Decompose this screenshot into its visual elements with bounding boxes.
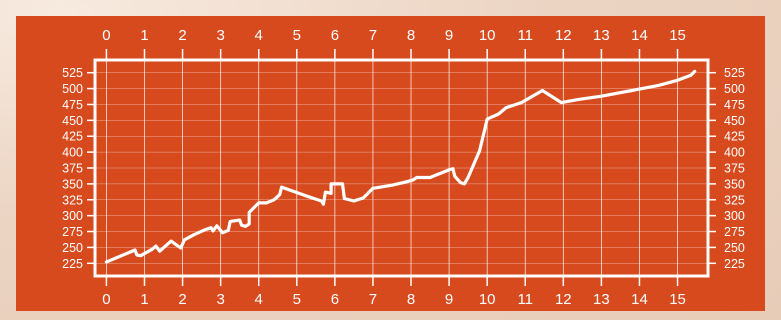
- x-tick-label-bottom: 6: [331, 291, 339, 308]
- x-tick-label-bottom: 8: [407, 291, 415, 308]
- tick-labels: 0011223344556677889910101111121213131414…: [62, 27, 745, 308]
- x-tick-label-bottom: 10: [479, 291, 496, 308]
- x-tick-label-top: 10: [479, 27, 496, 44]
- y-tick-label-left: 325: [62, 193, 83, 207]
- y-tick-label-right: 225: [724, 257, 745, 271]
- y-tick-label-left: 300: [62, 209, 83, 223]
- x-tick-label-bottom: 9: [445, 291, 453, 308]
- y-tick-label-right: 300: [724, 209, 745, 223]
- x-tick-label-top: 2: [178, 27, 186, 44]
- y-tick-label-left: 500: [62, 82, 83, 96]
- y-tick-label-left: 400: [62, 146, 83, 160]
- x-tick-label-bottom: 15: [669, 291, 686, 308]
- y-tick-label-left: 350: [62, 177, 83, 191]
- y-tick-label-left: 375: [62, 162, 83, 176]
- x-tick-label-top: 11: [517, 27, 533, 44]
- x-tick-label-top: 0: [102, 27, 110, 44]
- x-tick-label-bottom: 12: [555, 291, 572, 308]
- y-tick-label-right: 525: [724, 66, 745, 80]
- x-tick-label-bottom: 14: [631, 291, 648, 308]
- x-tick-label-bottom: 0: [102, 291, 110, 308]
- horizontal-gridlines: [95, 72, 708, 264]
- x-tick-label-bottom: 2: [178, 291, 186, 308]
- y-tick-label-right: 350: [724, 177, 745, 191]
- x-tick-label-bottom: 1: [140, 291, 148, 308]
- x-tick-label-top: 13: [593, 27, 610, 44]
- y-tick-label-left: 525: [62, 66, 83, 80]
- y-tick-label-right: 250: [724, 241, 745, 255]
- x-tick-label-top: 4: [255, 27, 263, 44]
- y-tick-label-left: 425: [62, 130, 83, 144]
- y-tick-label-right: 425: [724, 130, 745, 144]
- x-tick-label-top: 14: [631, 27, 648, 44]
- y-tick-label-right: 275: [724, 225, 745, 239]
- y-tick-label-left: 275: [62, 225, 83, 239]
- x-tick-label-top: 6: [331, 27, 339, 44]
- x-tick-label-top: 12: [555, 27, 572, 44]
- x-tick-label-top: 3: [216, 27, 224, 44]
- x-tick-label-top: 7: [369, 27, 377, 44]
- x-tick-label-bottom: 5: [293, 291, 301, 308]
- x-tick-label-top: 15: [669, 27, 686, 44]
- chart-panel: [16, 16, 765, 311]
- series-layer: [104, 69, 697, 264]
- y-tick-label-left: 475: [62, 98, 83, 112]
- x-tick-label-bottom: 13: [593, 291, 610, 308]
- y-tick-label-right: 375: [724, 162, 745, 176]
- y-tick-label-right: 325: [724, 193, 745, 207]
- x-tick-label-top: 5: [293, 27, 301, 44]
- y-tick-label-right: 450: [724, 114, 745, 128]
- y-tick-label-right: 400: [724, 146, 745, 160]
- x-tick-label-bottom: 7: [369, 291, 377, 308]
- x-tick-label-bottom: 4: [255, 291, 263, 308]
- series-line-0: [104, 69, 697, 264]
- x-tick-label-top: 1: [140, 27, 148, 44]
- y-tick-label-left: 250: [62, 241, 83, 255]
- x-tick-label-bottom: 11: [517, 291, 533, 308]
- y-tick-label-right: 500: [724, 82, 745, 96]
- tick-marks: [87, 49, 716, 286]
- y-tick-label-left: 225: [62, 257, 83, 271]
- x-tick-label-top: 8: [407, 27, 415, 44]
- x-tick-label-top: 9: [445, 27, 453, 44]
- y-tick-label-left: 450: [62, 114, 83, 128]
- y-tick-label-right: 475: [724, 98, 745, 112]
- x-tick-label-bottom: 3: [216, 291, 224, 308]
